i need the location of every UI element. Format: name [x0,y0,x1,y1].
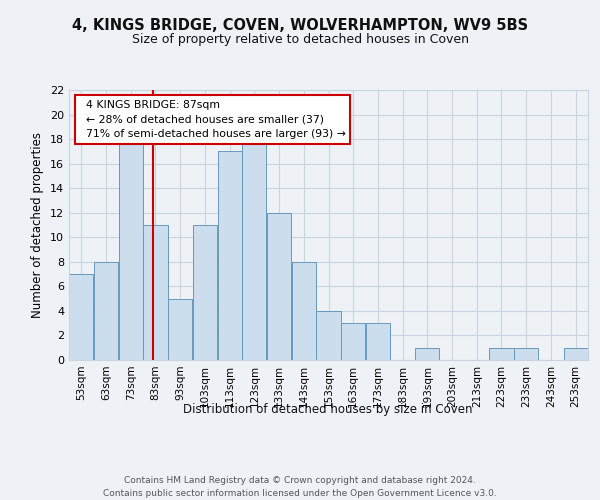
Bar [490,348,514,360]
Bar [119,139,143,360]
Text: Size of property relative to detached houses in Coven: Size of property relative to detached ho… [131,32,469,46]
Bar [316,311,341,360]
Text: Distribution of detached houses by size in Coven: Distribution of detached houses by size … [184,402,473,415]
Bar [514,348,538,360]
Bar [341,323,365,360]
Bar [218,152,242,360]
Bar [366,323,390,360]
Text: 4 KINGS BRIDGE: 87sqm
  ← 28% of detached houses are smaller (37)
  71% of semi-: 4 KINGS BRIDGE: 87sqm ← 28% of detached … [79,100,346,140]
Bar [242,139,266,360]
Bar [292,262,316,360]
Bar [94,262,118,360]
Bar [69,274,94,360]
Bar [415,348,439,360]
Text: 4, KINGS BRIDGE, COVEN, WOLVERHAMPTON, WV9 5BS: 4, KINGS BRIDGE, COVEN, WOLVERHAMPTON, W… [72,18,528,32]
Bar [563,348,588,360]
Bar [267,212,291,360]
Bar [193,225,217,360]
Y-axis label: Number of detached properties: Number of detached properties [31,132,44,318]
Text: Contains HM Land Registry data © Crown copyright and database right 2024.
Contai: Contains HM Land Registry data © Crown c… [103,476,497,498]
Bar [168,298,193,360]
Bar [143,225,167,360]
